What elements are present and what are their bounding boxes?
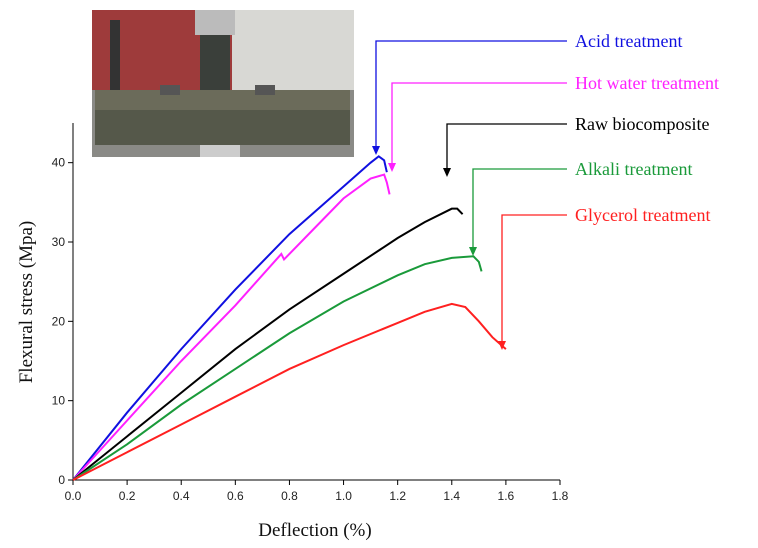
arrow-head bbox=[443, 168, 451, 177]
x-tick-label: 0.2 bbox=[119, 489, 136, 503]
x-tick-label: 1.6 bbox=[498, 489, 515, 503]
annotation-arrow bbox=[391, 82, 567, 164]
series-line bbox=[72, 255, 483, 481]
x-axis-label: Deflection (%) bbox=[258, 520, 371, 541]
annotation-label: Alkali treatment bbox=[575, 159, 692, 179]
y-tick-label: 0 bbox=[58, 473, 65, 487]
x-tick-label: 1.0 bbox=[335, 489, 352, 503]
arrow-head bbox=[469, 247, 477, 256]
annotation-arrow bbox=[472, 168, 567, 248]
series-line bbox=[72, 155, 388, 481]
x-tick-label: 1.2 bbox=[389, 489, 406, 503]
y-tick-label: 10 bbox=[52, 394, 66, 408]
arrow-head bbox=[498, 341, 506, 350]
x-tick-label: 0.0 bbox=[65, 489, 82, 503]
inset-photo bbox=[92, 10, 354, 157]
y-tick-label: 20 bbox=[52, 314, 66, 328]
annotation-label: Glycerol treatment bbox=[575, 205, 710, 225]
x-tick-label: 0.6 bbox=[227, 489, 244, 503]
arrow-head bbox=[372, 146, 380, 155]
x-tick-label: 1.8 bbox=[552, 489, 569, 503]
annotation-arrow bbox=[501, 214, 567, 342]
series-line bbox=[72, 302, 507, 481]
annotation-arrow bbox=[375, 40, 567, 147]
annotation-arrow bbox=[446, 123, 567, 169]
series-line bbox=[72, 207, 464, 481]
series-line bbox=[72, 173, 391, 481]
x-tick-label: 0.8 bbox=[281, 489, 298, 503]
x-tick-label: 0.4 bbox=[173, 489, 190, 503]
x-tick-label: 1.4 bbox=[443, 489, 460, 503]
y-axis-label: Flexural stress (Mpa) bbox=[16, 221, 37, 384]
annotation-label: Raw biocomposite bbox=[575, 114, 709, 134]
y-tick-label: 30 bbox=[52, 235, 66, 249]
y-tick-label: 40 bbox=[52, 156, 66, 170]
arrow-head bbox=[388, 163, 396, 172]
annotation-label: Acid treatment bbox=[575, 31, 682, 51]
annotation-label: Hot water treatment bbox=[575, 73, 719, 93]
